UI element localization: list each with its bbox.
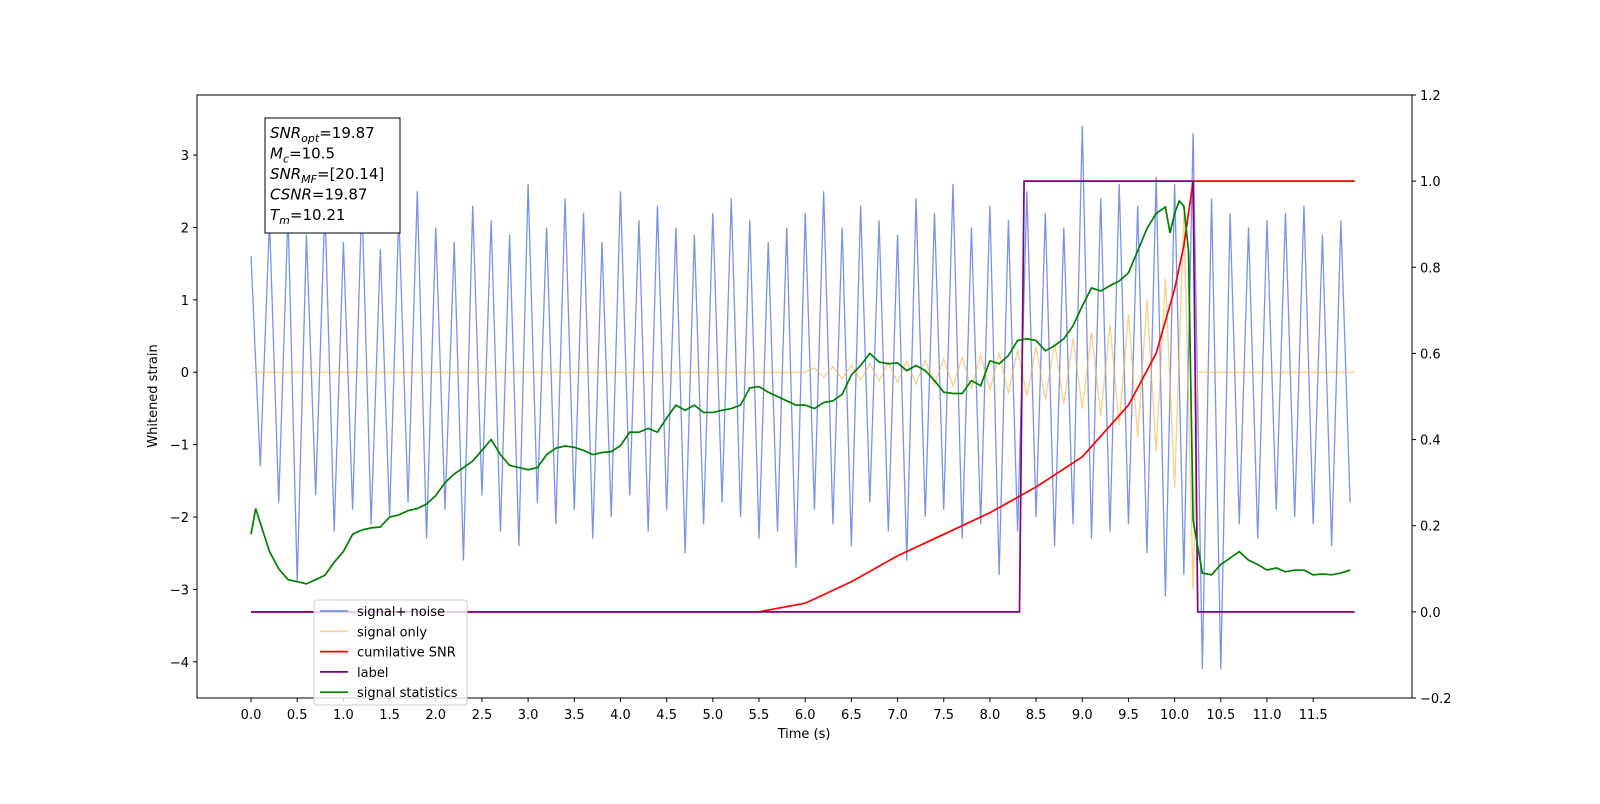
x-tick-label: 0.5 <box>287 708 308 723</box>
y2-tick-label: −0.2 <box>1420 692 1452 707</box>
annotation-line: CSNR=19.87 <box>270 186 367 204</box>
annotation-subscript: m <box>279 214 290 227</box>
legend-label: label <box>357 666 388 681</box>
annotation-value: =10.21 <box>290 206 346 224</box>
annotation: SNRopt=19.87Mc=10.5SNRMF=[20.14]CSNR=19.… <box>264 117 401 234</box>
x-tick-label: 6.0 <box>795 708 816 723</box>
y-axis-label: Whitened strain <box>146 344 161 447</box>
x-tick-label: 1.5 <box>379 708 400 723</box>
x-tick-label: 4.5 <box>656 708 677 723</box>
x-tick-label: 2.0 <box>425 708 446 723</box>
x-tick-label: 7.5 <box>933 708 954 723</box>
plot-frame <box>196 94 1413 699</box>
x-tick-label: 0.0 <box>241 708 262 723</box>
annotation-subscript: c <box>283 153 289 166</box>
annotation-subscript: opt <box>301 132 320 145</box>
annotation-line: SNRopt=19.87 <box>270 124 375 145</box>
x-tick-label: 3.0 <box>518 708 539 723</box>
annotation-symbol: SNR <box>270 124 301 142</box>
x-tick-label: 8.5 <box>1026 708 1047 723</box>
y-tick-label: −1 <box>170 439 189 454</box>
annotation-value: =10.5 <box>289 145 335 163</box>
annotation-symbol: T <box>270 206 281 224</box>
series-line <box>251 180 1355 613</box>
x-tick-label: 11.5 <box>1299 708 1328 723</box>
x-tick-label: 6.5 <box>841 708 862 723</box>
annotation-value: =19.87 <box>312 186 368 204</box>
x-tick-label: 7.0 <box>887 708 908 723</box>
y2-tick-label: 0.0 <box>1420 606 1441 621</box>
y2-tick-label: 0.4 <box>1420 434 1441 449</box>
x-tick-label: 1.0 <box>333 708 354 723</box>
x-tick-label: 5.0 <box>702 708 723 723</box>
annotation-subscript: MF <box>301 173 317 186</box>
series-line <box>251 212 1355 590</box>
y-tick-label: 1 <box>181 294 189 309</box>
series-line <box>250 126 1351 670</box>
x-tick-label: 4.0 <box>610 708 631 723</box>
annotation-line: Tm=10.21 <box>270 206 345 227</box>
y-tick-label: 3 <box>181 149 189 164</box>
x-tick-label: 10.0 <box>1160 708 1189 723</box>
y-tick-label: 2 <box>181 221 189 236</box>
x-tick-label: 5.5 <box>749 708 770 723</box>
legend-label: signal statistics <box>357 686 458 701</box>
x-tick-label: 9.0 <box>1072 708 1093 723</box>
x-tick-label: 8.0 <box>980 708 1001 723</box>
y2-tick-label: 1.0 <box>1420 175 1441 190</box>
legend-label: signal only <box>357 625 427 640</box>
series-line <box>250 199 1351 585</box>
y2-tick-label: 0.8 <box>1420 261 1441 276</box>
y2-tick-label: 1.2 <box>1420 89 1441 104</box>
annotation-line: Mc=10.5 <box>270 145 335 166</box>
legend-label: cumilative SNR <box>357 646 456 661</box>
x-tick-label: 2.5 <box>472 708 493 723</box>
annotation-symbol: CSNR <box>270 186 312 204</box>
annotation-symbol: M <box>270 145 283 163</box>
plot-area <box>250 126 1355 670</box>
legend-label: signal+ noise <box>357 605 445 620</box>
y2-tick-label: 0.2 <box>1420 520 1441 535</box>
annotation-box <box>264 117 401 234</box>
x-tick-label: 10.5 <box>1206 708 1235 723</box>
x-tick-label: 11.0 <box>1253 708 1282 723</box>
annotation-symbol: SNR <box>270 165 301 183</box>
series-line <box>251 180 1355 613</box>
annotation-line: SNRMF=[20.14] <box>270 165 384 186</box>
x-axis-label: Time (s) <box>777 727 831 742</box>
y2-tick-label: 0.6 <box>1420 347 1441 362</box>
annotation-value: =19.87 <box>319 124 375 142</box>
y-tick-label: −3 <box>170 583 189 598</box>
y-tick-label: −4 <box>170 656 189 671</box>
annotation-value: =[20.14] <box>317 165 384 183</box>
x-tick-label: 3.5 <box>564 708 585 723</box>
y-tick-label: −2 <box>170 511 189 526</box>
legend: signal+ noise signal only cumilative SNR la… <box>313 599 468 706</box>
legend-box <box>313 599 468 706</box>
y-tick-label: 0 <box>181 366 189 381</box>
x-tick-label: 9.5 <box>1118 708 1139 723</box>
